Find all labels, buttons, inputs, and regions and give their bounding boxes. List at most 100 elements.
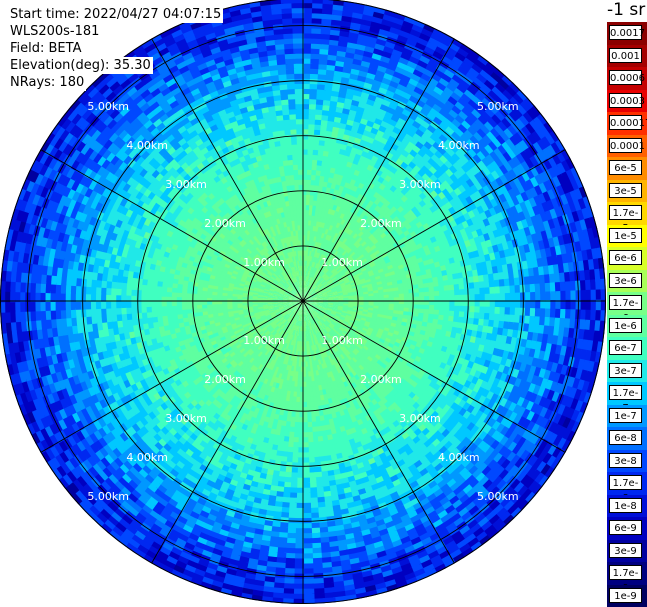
range-gate <box>269 328 276 335</box>
range-gate <box>303 301 305 307</box>
range-gate <box>316 306 323 310</box>
range-gate <box>308 320 312 326</box>
range-gate <box>287 311 293 316</box>
range-gate <box>289 312 294 318</box>
range-gate <box>292 324 296 331</box>
range-gate <box>288 295 294 298</box>
range-gate <box>292 271 296 278</box>
range-gate <box>309 255 313 262</box>
range-gate <box>325 287 332 291</box>
range-gate <box>347 308 354 312</box>
range-gate <box>263 289 270 293</box>
range-gate <box>304 290 307 297</box>
range-gate <box>285 288 291 293</box>
range-gate <box>292 302 299 305</box>
range-gate <box>277 303 284 306</box>
range-gate <box>301 290 303 296</box>
range-gate <box>336 266 343 272</box>
range-gate <box>333 304 339 307</box>
range-gate <box>278 307 285 311</box>
range-gate <box>316 321 321 328</box>
range-gate <box>311 324 315 331</box>
range-gate <box>281 286 287 291</box>
range-gate <box>257 275 264 280</box>
range-gate <box>311 305 318 309</box>
range-gate <box>269 286 276 290</box>
range-gate <box>315 288 321 293</box>
range-gate <box>303 295 304 301</box>
range-gate <box>295 320 299 327</box>
range-gate <box>322 341 328 347</box>
range-gate <box>333 271 340 277</box>
range-gate <box>282 319 287 325</box>
range-gate <box>306 280 309 287</box>
range-gate <box>293 282 297 288</box>
range-gate <box>273 264 279 271</box>
range-gate <box>310 307 315 312</box>
range-gate <box>305 315 308 322</box>
range-gate <box>335 313 342 317</box>
range-gate <box>317 304 324 307</box>
range-gate <box>337 276 343 281</box>
range-gate <box>301 290 303 296</box>
range-gate <box>326 277 332 283</box>
range-gate <box>305 310 307 317</box>
range-gate <box>290 283 295 289</box>
range-gate <box>303 331 306 337</box>
range-gate <box>347 310 353 314</box>
range-gate <box>339 280 346 285</box>
range-gate <box>274 257 280 264</box>
range-gate <box>295 304 300 309</box>
range-gate <box>275 312 281 316</box>
range-gate <box>329 336 335 343</box>
range-gate <box>308 270 311 277</box>
range-gate <box>306 293 311 298</box>
range-gate <box>272 272 278 278</box>
range-gate <box>298 285 301 292</box>
range-gate <box>298 285 301 292</box>
range-gate <box>319 319 324 325</box>
range-gate <box>262 319 269 325</box>
range-gate <box>332 291 338 294</box>
range-gate <box>329 314 336 318</box>
range-gate <box>309 260 312 267</box>
range-gate <box>288 256 292 263</box>
range-gate <box>273 290 280 294</box>
range-gate <box>307 286 311 293</box>
range-gate <box>295 325 298 332</box>
range-gate <box>281 336 286 343</box>
range-gate <box>282 295 289 298</box>
range-gate <box>308 276 312 282</box>
range-gate <box>326 257 332 264</box>
range-gate <box>320 288 327 293</box>
range-gate <box>318 313 324 318</box>
range-gate <box>276 321 282 327</box>
range-gate <box>295 335 299 342</box>
range-gate <box>287 297 294 300</box>
range-gate <box>290 261 294 268</box>
range-gate <box>318 283 323 289</box>
range-gate <box>277 275 282 280</box>
range-gate <box>331 320 338 326</box>
range-gate <box>312 297 319 300</box>
range-gate <box>290 339 294 346</box>
range-gate <box>299 285 302 292</box>
range-gate <box>311 291 317 296</box>
range-gate <box>252 290 259 294</box>
range-gate <box>315 281 321 286</box>
range-gate <box>285 321 290 328</box>
range-gate <box>307 310 310 316</box>
range-gate <box>295 286 299 293</box>
range-gate <box>307 297 314 300</box>
range-gate <box>288 311 293 316</box>
range-gate <box>337 292 344 295</box>
range-gate <box>303 300 309 301</box>
range-gate <box>303 301 304 307</box>
range-gate <box>337 305 344 309</box>
range-gate <box>288 317 293 323</box>
range-gate <box>317 293 323 297</box>
range-gate <box>297 315 300 322</box>
range-gate <box>289 267 293 273</box>
range-gate <box>273 289 280 293</box>
range-gate <box>284 307 290 311</box>
